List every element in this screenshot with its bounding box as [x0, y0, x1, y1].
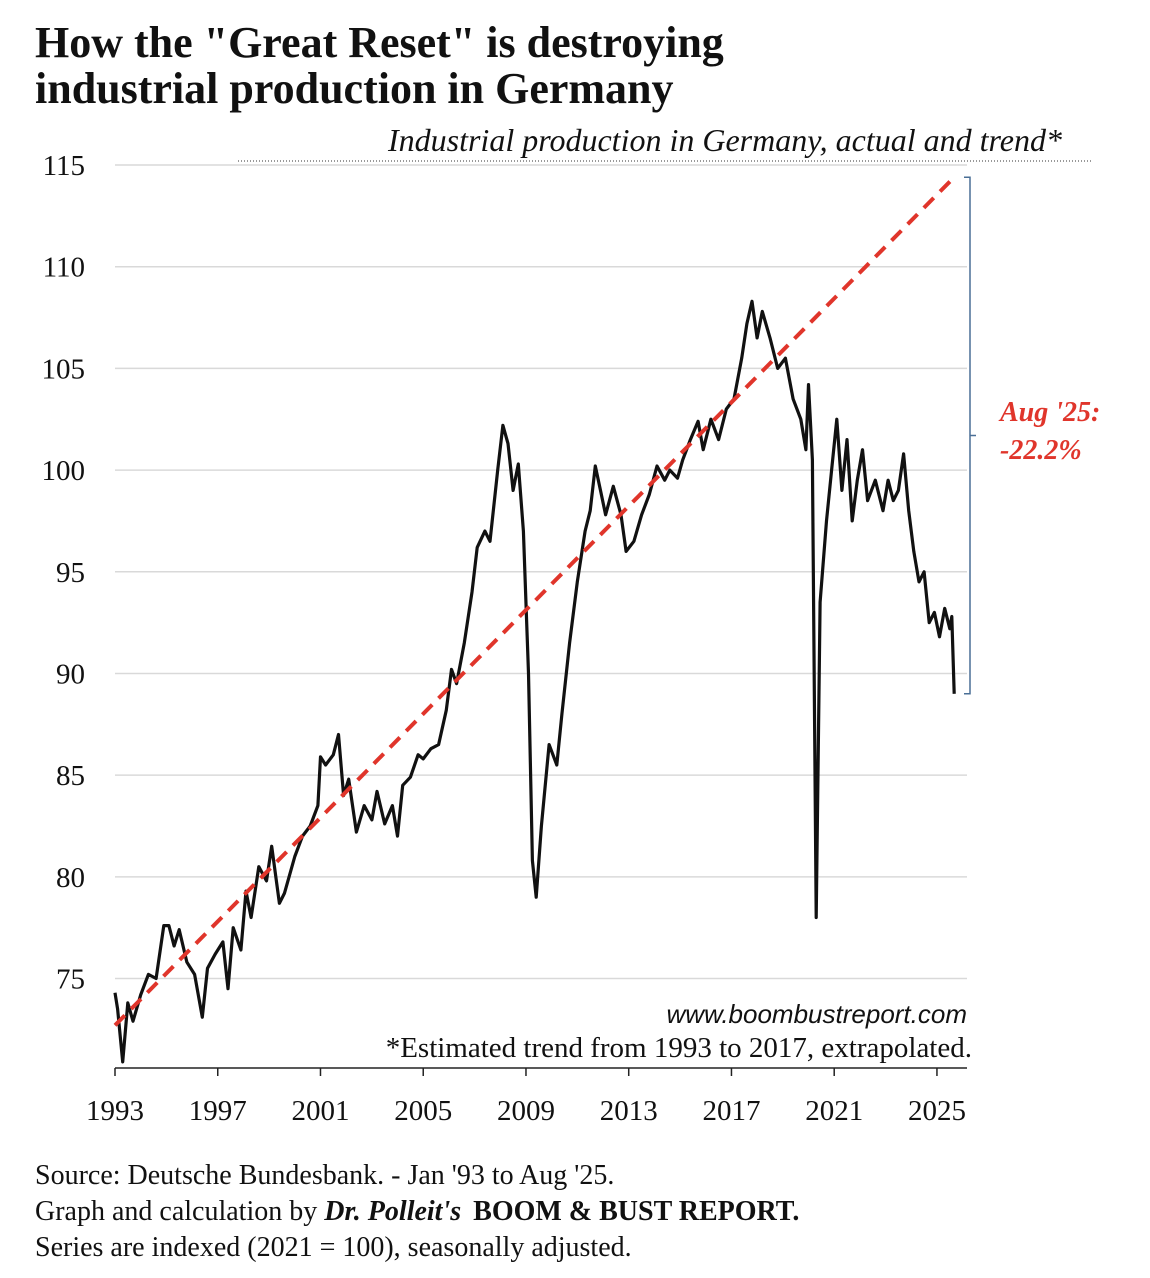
source: Series are indexed (2021 = 100), seasona…: [35, 1232, 632, 1263]
data-line: [113, 175, 956, 1027]
y-tick-label: 90: [56, 658, 85, 690]
bracket: [964, 176, 976, 695]
y-tick-label: 110: [43, 252, 85, 284]
y-tick-label: 85: [56, 760, 85, 792]
x-tick-label: 2001: [291, 1095, 349, 1127]
y-tick-label: 75: [56, 964, 85, 996]
x-tick-label: 2005: [394, 1095, 452, 1127]
y-tick-label: 115: [43, 150, 85, 182]
data-line: [113, 299, 956, 1064]
chart-title: How the "Great Reset" is destroying: [35, 18, 724, 67]
x-tick-label: 2013: [600, 1095, 658, 1127]
source-author: Dr. Polleit's: [323, 1196, 461, 1227]
annotation: -22.2%: [1000, 435, 1082, 466]
source-report: BOOM & BUST REPORT.: [473, 1196, 799, 1227]
footnote: *Estimated trend from 1993 to 2017, extr…: [386, 1032, 972, 1064]
x-tick-label: 1997: [189, 1095, 247, 1127]
y-tick-label: 95: [56, 557, 85, 589]
source: Source: Deutsche Bundesbank. - Jan '93 t…: [35, 1160, 614, 1191]
x-tick-label: 2021: [805, 1095, 863, 1127]
y-tick-label: 105: [42, 353, 86, 385]
source: Graph and calculation by Dr. Polleit's BO…: [35, 1196, 799, 1227]
source: Graph and calculation by: [35, 1196, 324, 1227]
chart-subtitle: Industrial production in Germany, actual…: [387, 122, 1062, 158]
x-tick-label: 2009: [497, 1095, 555, 1127]
watermark: www.boombustreport.com: [666, 999, 967, 1029]
x-tick-label: 2025: [908, 1095, 966, 1127]
y-tick-label: 80: [56, 862, 85, 894]
x-tick-label: 1993: [86, 1095, 144, 1127]
x-tick-label: 2017: [702, 1095, 760, 1127]
annotation: Aug '25:: [998, 397, 1100, 428]
chart-title: industrial production in Germany: [35, 64, 674, 113]
y-tick-label: 100: [42, 455, 86, 487]
